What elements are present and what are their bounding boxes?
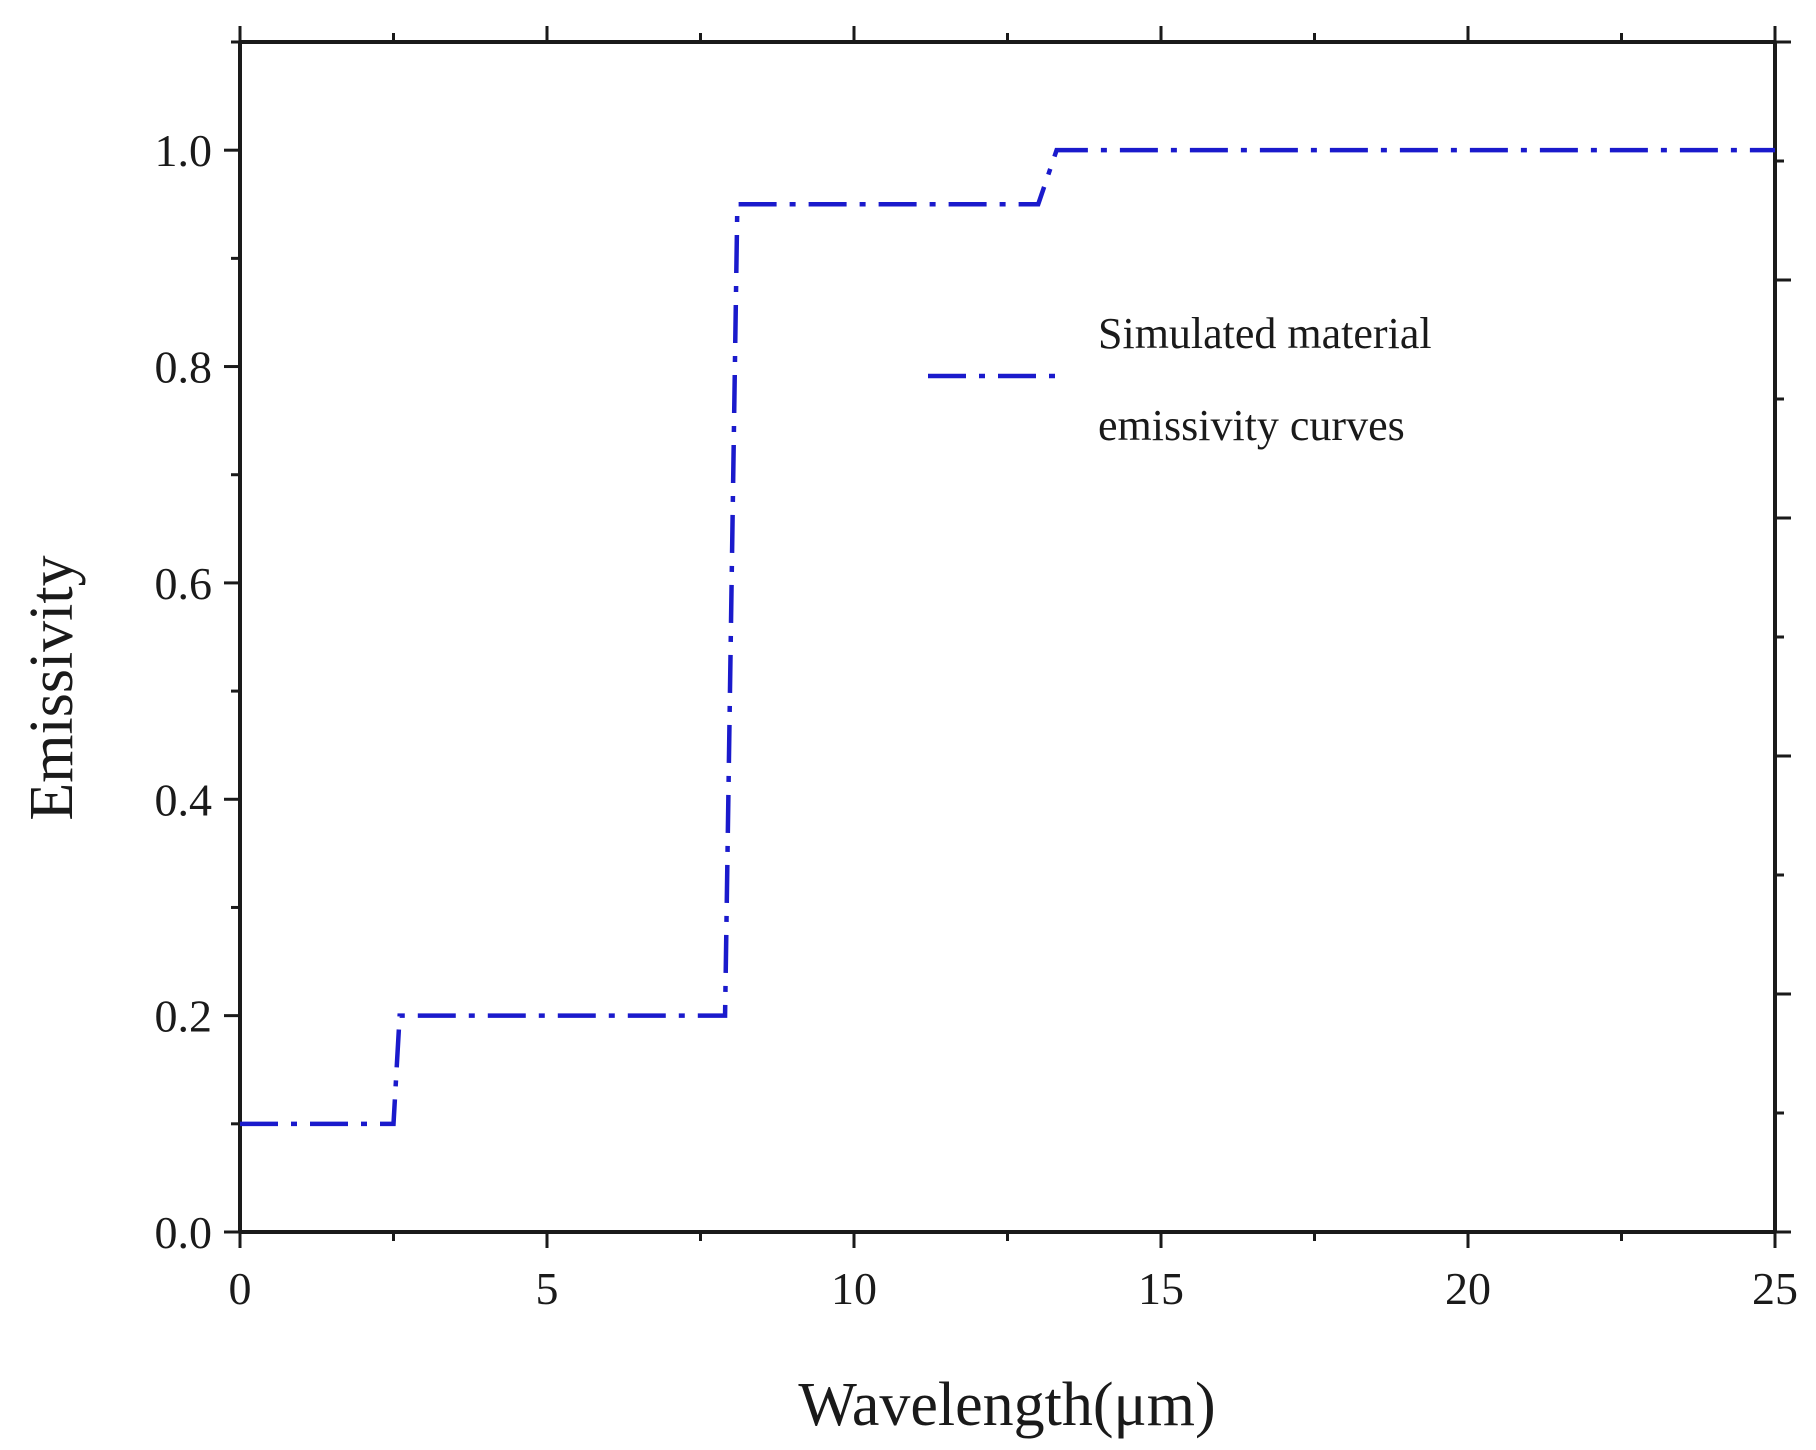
plot-frame: [238, 40, 1777, 1234]
y-tick-label: 0.2: [155, 991, 213, 1042]
x-tick-label: 25: [1752, 1263, 1798, 1314]
x-axis-label: Wavelength(μm): [798, 1371, 1215, 1439]
x-tick-label: 15: [1138, 1263, 1184, 1314]
series-layer: [240, 147, 1775, 1127]
y-tick-label: 0.6: [155, 558, 213, 609]
x-tick-label: 20: [1445, 1263, 1491, 1314]
y-axis-label: Emissivity: [18, 555, 86, 820]
tick-labels: 0 5 10 15 20 25 0.0 0.2 0.4 0.6 0.8 1.0: [155, 125, 1799, 1314]
y-tick-label: 0.0: [155, 1207, 213, 1258]
series-line-simulated-emissivity: [240, 147, 1775, 1127]
x-tick-label: 0: [229, 1263, 252, 1314]
axis-ticks: [224, 26, 1791, 1248]
y-tick-label: 0.8: [155, 342, 213, 393]
x-tick-label: 10: [831, 1263, 877, 1314]
legend: Simulated material emissivity curves: [928, 309, 1432, 450]
legend-label: emissivity curves: [1098, 401, 1405, 450]
legend-label: Simulated material: [1098, 309, 1432, 358]
y-tick-label: 0.4: [155, 774, 213, 825]
x-tick-label: 5: [536, 1263, 559, 1314]
y-tick-label: 1.0: [155, 125, 213, 176]
